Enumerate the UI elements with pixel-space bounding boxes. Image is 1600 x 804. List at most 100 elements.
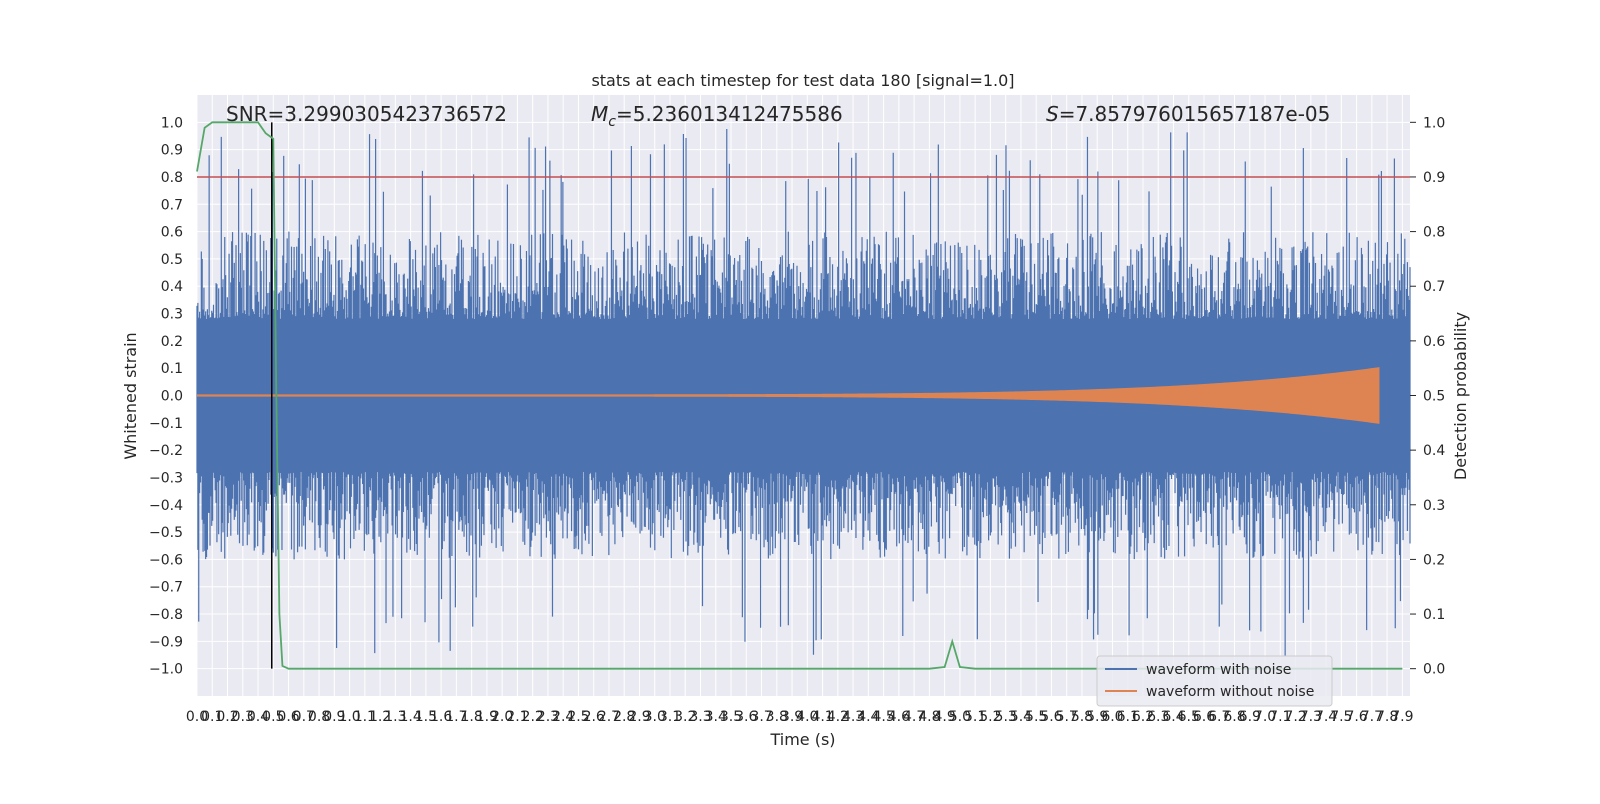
x-tick-label: 4.3: [842, 709, 864, 725]
y-tick-label: 0.9: [161, 143, 183, 159]
y-tick-label: 0.3: [161, 307, 183, 323]
x-tick-label: 6.7: [1208, 709, 1230, 725]
x-tick-label: 3.9: [781, 709, 803, 725]
x-tick-label: 2.1: [506, 709, 528, 725]
x-tick-label: 0.4: [247, 709, 269, 725]
series-detection-probability: [196, 121, 1403, 670]
y-tick-label: 0.5: [161, 252, 183, 268]
x-tick-label: 2.9: [628, 709, 650, 725]
x-tick-label: 5.7: [1056, 709, 1078, 725]
y2-tick-label: 0.0: [1423, 662, 1445, 678]
x-tick-label: 7.3: [1300, 709, 1322, 725]
s-value: =7.857976015657187e-05: [1059, 102, 1331, 126]
x-tick-label: 3.7: [750, 709, 772, 725]
y-axis-tick-labels: 1.0 0.9 0.8 0.7 0.6 0.5 0.4 0.3 0.2 0.1 0.0 −0.1 −0.…: [149, 115, 183, 677]
x-tick-label: 6.9: [1239, 709, 1261, 725]
y-tick-label: 0.0: [161, 389, 183, 405]
x-tick-label: 5.6: [1040, 709, 1062, 725]
x-tick-label: 6.1: [1117, 709, 1139, 725]
x-tick-label: 1.5: [415, 709, 437, 725]
x-tick-label: 4.6: [888, 709, 910, 725]
y-tick-label: −1.0: [149, 662, 183, 678]
x-tick-label: 2.2: [522, 709, 544, 725]
y-tick-label: −0.5: [149, 525, 183, 541]
x-tick-label: 2.0: [491, 709, 513, 725]
x-tick-label: 3.4: [705, 709, 727, 725]
y2-tick-label: 0.9: [1423, 170, 1445, 186]
y-tick-label: −0.9: [149, 634, 183, 650]
legend-label-noise: waveform with noise: [1146, 662, 1291, 678]
x-tick-label: 5.9: [1086, 709, 1108, 725]
chart-title: stats at each timestep for test data 180…: [591, 71, 1014, 90]
chirp-mass-annotation: Mc=5.236013412475586: [591, 102, 843, 130]
x-tick-label: 1.3: [384, 709, 406, 725]
x-tick-label: 4.0: [796, 709, 818, 725]
x-tick-label: 1.2: [369, 709, 391, 725]
y-tick-label: −0.3: [149, 470, 183, 486]
y2-axis-label: Detection probability: [1451, 312, 1470, 480]
x-tick-label: 4.9: [934, 709, 956, 725]
x-tick-label: 4.2: [827, 709, 849, 725]
x-tick-label: 0.7: [293, 709, 315, 725]
chirp-mass-subscript: c: [608, 114, 616, 130]
x-tick-label: 0.0: [186, 709, 208, 725]
x-tick-label: 5.4: [1010, 709, 1032, 725]
x-tick-label: 4.8: [918, 709, 940, 725]
y-tick-label: 0.6: [161, 225, 183, 241]
s-symbol: S: [1046, 102, 1059, 126]
y-tick-label: −0.6: [149, 552, 183, 568]
x-tick-label: 1.1: [354, 709, 376, 725]
x-tick-label: 2.4: [552, 709, 574, 725]
x-tick-label: 7.2: [1284, 709, 1306, 725]
x-tick-label: 5.2: [979, 709, 1001, 725]
x-tick-label: 1.4: [399, 709, 421, 725]
x-tick-label: 5.1: [964, 709, 986, 725]
x-tick-label: 1.6: [430, 709, 452, 725]
x-tick-label: 0.3: [232, 709, 254, 725]
x-tick-label: 6.5: [1178, 709, 1200, 725]
s-annotation: S=7.857976015657187e-05: [1046, 102, 1330, 126]
y-tick-label: 1.0: [161, 115, 183, 131]
y-tick-label: −0.8: [149, 607, 183, 623]
x-tick-label: 6.6: [1193, 709, 1215, 725]
y2-tick-label: 0.4: [1423, 443, 1445, 459]
snr-annotation: SNR=3.2990305423736572: [226, 102, 507, 126]
x-tick-label: 6.2: [1132, 709, 1154, 725]
x-tick-label: 5.5: [1025, 709, 1047, 725]
x-tick-label: 2.5: [567, 709, 589, 725]
x-tick-label: 7.8: [1376, 709, 1398, 725]
y-tick-label: 0.2: [161, 334, 183, 350]
y-axis-label: Whitened strain: [121, 332, 140, 459]
detection-probability-line: [196, 121, 1403, 670]
x-axis-tick-labels: 0.00.10.20.30.40.50.60.70.80.91.01.11.21…: [186, 709, 1414, 725]
x-tick-label: 5.3: [995, 709, 1017, 725]
y-tick-label: 0.4: [161, 279, 183, 295]
y2-tick-label: 0.8: [1423, 225, 1445, 241]
x-tick-label: 6.3: [1147, 709, 1169, 725]
x-tick-label: 3.8: [766, 709, 788, 725]
x-tick-label: 4.1: [811, 709, 833, 725]
x-tick-label: 1.0: [338, 709, 360, 725]
y2-tick-label: 0.1: [1423, 607, 1445, 623]
y2-tick-label: 0.2: [1423, 552, 1445, 568]
x-tick-label: 2.3: [537, 709, 559, 725]
y2-axis-tick-labels: 1.0 0.9 0.8 0.7 0.6 0.5 0.4 0.3 0.2 0.1 0.0: [1410, 115, 1445, 678]
x-tick-label: 7.4: [1315, 709, 1337, 725]
y2-tick-label: 0.3: [1423, 498, 1445, 514]
x-tick-label: 1.9: [476, 709, 498, 725]
x-tick-label: 2.7: [598, 709, 620, 725]
x-axis-label: Time (s): [769, 730, 835, 749]
x-tick-label: 4.4: [857, 709, 879, 725]
x-tick-label: 6.8: [1223, 709, 1245, 725]
reference-lines: [197, 122, 1410, 669]
y-tick-label: 0.1: [161, 361, 183, 377]
x-tick-label: 7.7: [1361, 709, 1383, 725]
x-tick-label: 3.5: [720, 709, 742, 725]
x-tick-label: 1.7: [445, 709, 467, 725]
legend-label-clean: waveform without noise: [1146, 684, 1314, 700]
x-tick-label: 5.0: [949, 709, 971, 725]
x-tick-label: 0.6: [277, 709, 299, 725]
x-tick-label: 6.4: [1162, 709, 1184, 725]
